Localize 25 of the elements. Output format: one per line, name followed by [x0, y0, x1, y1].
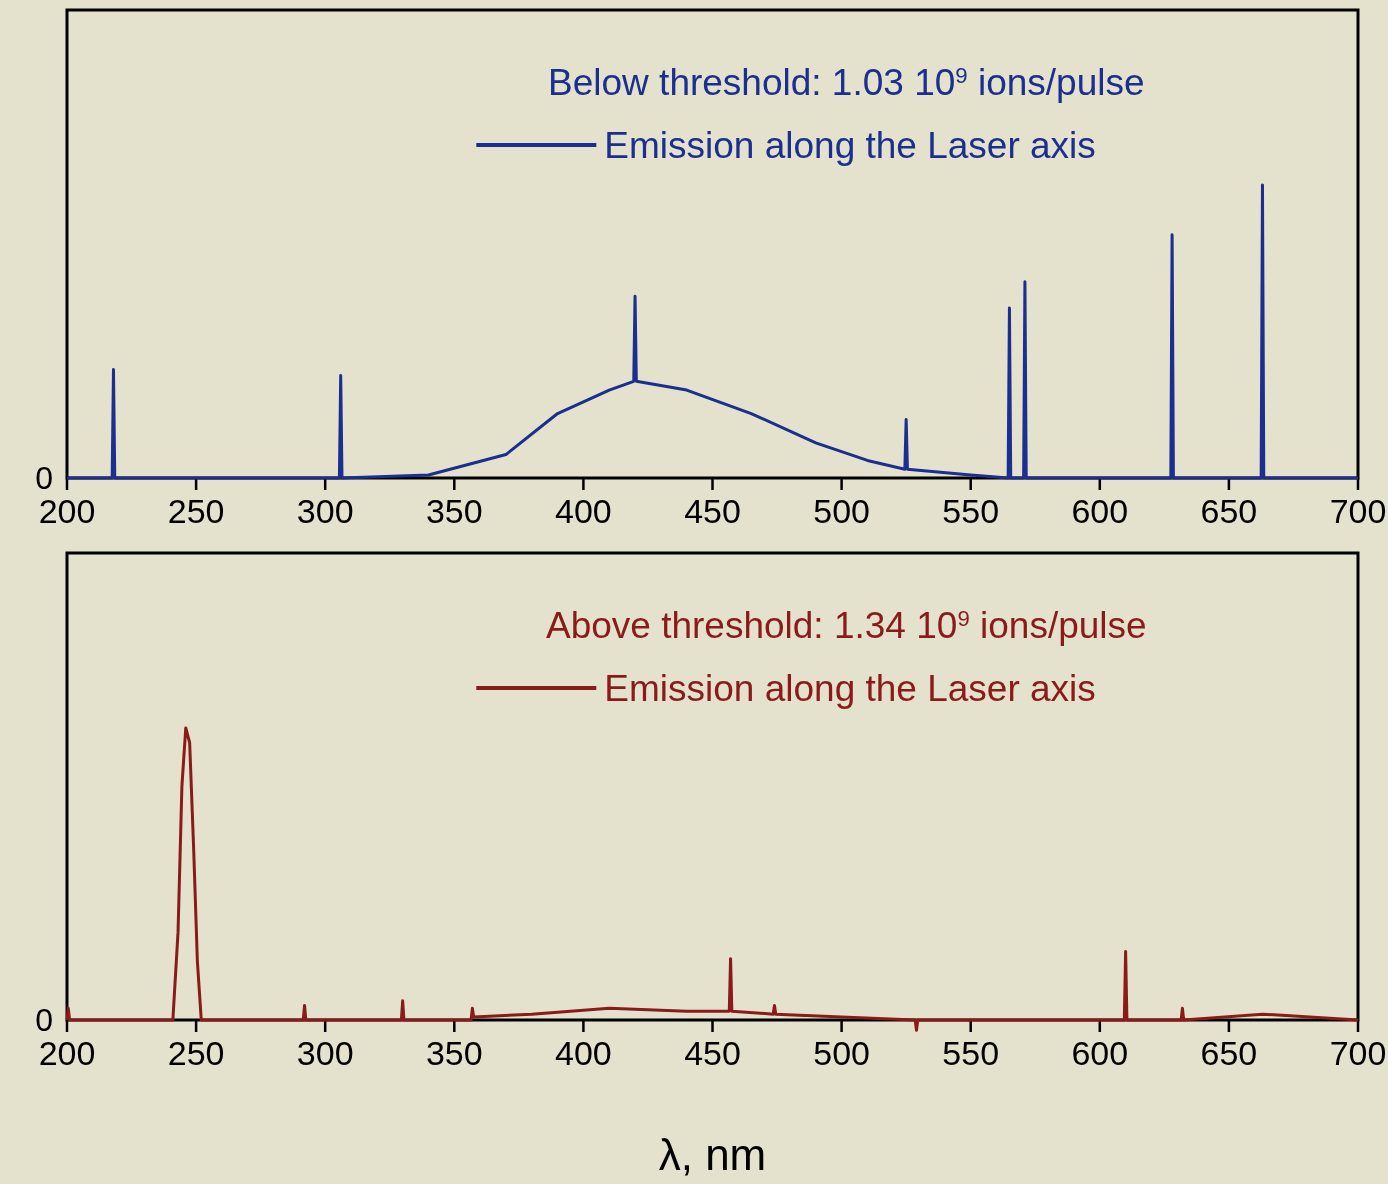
- x-tick-label: 550: [942, 1034, 1000, 1072]
- legend-title: Above threshold: 1.34 10$^{9}$ ions/pulse: [545, 605, 1147, 646]
- x-tick-label: 450: [684, 492, 741, 530]
- x-tick-label: 700: [1329, 492, 1387, 530]
- x-tick-label: 700: [1329, 1034, 1387, 1072]
- x-tick-label: 500: [813, 1034, 870, 1072]
- x-tick-label: 300: [296, 1034, 354, 1072]
- x-tick-label: 300: [296, 492, 354, 530]
- x-tick-label: 650: [1200, 492, 1258, 530]
- x-tick-label: 250: [167, 1034, 225, 1072]
- x-tick-label: 550: [942, 492, 1000, 530]
- x-tick-label: 350: [425, 1034, 483, 1072]
- x-tick-label: 500: [813, 492, 870, 530]
- x-tick-label: 400: [555, 492, 612, 530]
- x-tick-label: 450: [684, 1034, 741, 1072]
- x-axis-title: λ, nm: [658, 1130, 767, 1179]
- legend-title: Below threshold: 1.03 10$^{9}$ ions/pulse: [548, 62, 1145, 103]
- x-tick-label: 600: [1071, 492, 1129, 530]
- legend-label: Emission along the Laser axis: [604, 668, 1096, 709]
- legend-label: Emission along the Laser axis: [604, 125, 1096, 166]
- x-tick-label: 600: [1071, 1034, 1129, 1072]
- x-tick-label: 250: [167, 492, 225, 530]
- x-tick-label: 400: [555, 1034, 612, 1072]
- x-tick-label: 350: [425, 492, 483, 530]
- x-tick-label: 650: [1200, 1034, 1258, 1072]
